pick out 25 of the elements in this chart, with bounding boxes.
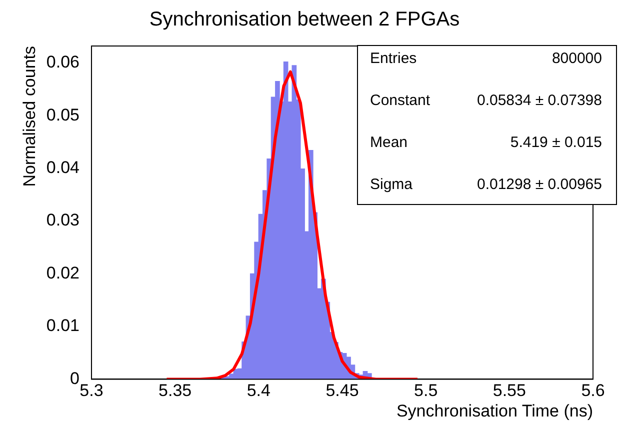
x-axis-title: Synchronisation Time (ns): [396, 401, 593, 420]
x-tick-label: 5.55: [492, 381, 526, 400]
x-tick-label: 5.6: [581, 381, 605, 400]
y-tick-label: 0: [70, 368, 80, 388]
y-tick-label: 0.02: [46, 263, 80, 282]
annotation: 0.01298 ± 0.00965: [476, 176, 602, 193]
x-tick-label: 5.45: [326, 381, 359, 400]
x-tick-label: 5.4: [246, 381, 270, 400]
annotation: 800000: [552, 50, 602, 67]
annotation: Mean: [370, 134, 408, 151]
annotation: 5.419 ± 0.015: [510, 134, 602, 151]
chart-title: Synchronisation between 2 FPGAs: [149, 8, 460, 31]
y-tick-label: 0.03: [46, 210, 80, 230]
y-axis-title: Normalised counts: [20, 46, 39, 187]
y-tick-label: 0.01: [46, 316, 80, 336]
annotation: 0.05834 ± 0.07398: [476, 92, 602, 109]
annotation: Constant: [370, 92, 430, 109]
y-tick-label: 0.06: [46, 52, 80, 72]
y-tick-label: 0.05: [46, 105, 80, 124]
x-tick-label: 5.3: [80, 381, 104, 400]
x-tick-label: 5.35: [158, 381, 192, 400]
annotation: Entries: [370, 50, 417, 67]
annotation: Sigma: [370, 176, 413, 193]
y-tick-label: 0.04: [46, 158, 80, 177]
x-tick-label: 5.5: [414, 381, 438, 400]
